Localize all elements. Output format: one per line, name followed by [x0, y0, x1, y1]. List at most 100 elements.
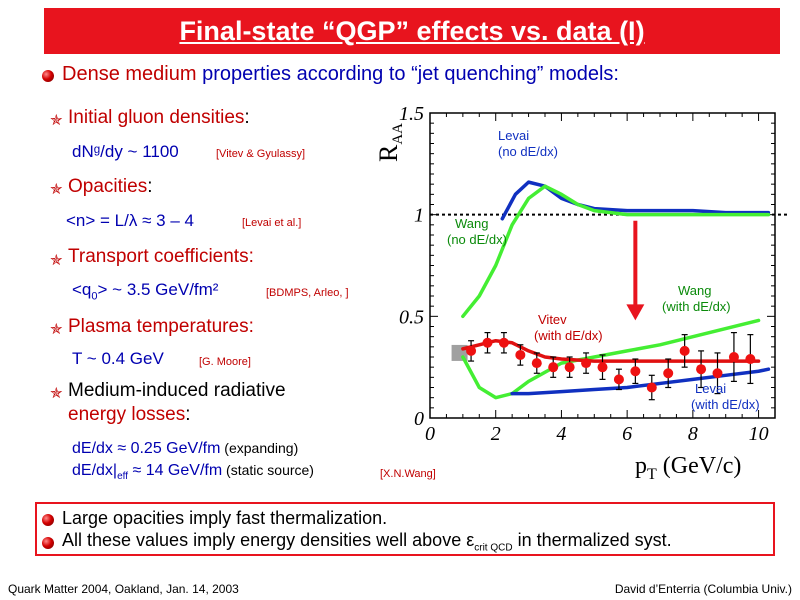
x-axis-label: pT (GeV/c)	[635, 453, 741, 483]
x-tick-label: 0	[425, 423, 435, 445]
bullet-icon	[42, 514, 54, 526]
series-curve-0	[500, 180, 771, 221]
value-part: ≈ 14 GeV/fm	[128, 462, 223, 479]
data-point	[597, 362, 608, 373]
item-reference: [X.N.Wang]	[380, 468, 436, 480]
data-point	[613, 374, 624, 385]
item-value: <q0> ~ 3.5 GeV/fm²	[72, 280, 218, 302]
data-point	[696, 364, 707, 375]
conclusion-subscript: crit QCD	[474, 542, 513, 554]
star-bullet-icon: ✯	[50, 385, 63, 402]
data-point	[498, 337, 509, 348]
conclusion-line-2: All these values imply energy densities …	[62, 530, 672, 554]
y-axis-label: RAA	[374, 123, 406, 162]
value-part: dE/dx|	[72, 462, 118, 479]
annotation-label: Wang	[455, 216, 488, 231]
data-point	[679, 345, 690, 356]
value-part: <q	[72, 280, 92, 299]
y-tick-label: 1.5	[399, 103, 424, 125]
item-label-main: Initial gluon densities	[68, 107, 245, 128]
data-point	[581, 358, 592, 369]
footer-left: Quark Matter 2004, Oakland, Jan. 14, 200…	[8, 582, 239, 596]
item-value: T ~ 0.4 GeV	[72, 349, 164, 368]
star-bullet-icon: ✯	[50, 181, 63, 198]
item-value: <n> = L/λ ≈ 3 – 4	[66, 211, 194, 230]
item-label: Transport coefficients:	[68, 246, 254, 267]
annotation-sublabel: (no dE/dx)	[498, 144, 558, 159]
annotation-sublabel: (with dE/dx)	[534, 328, 603, 343]
y-tick-label: 0.5	[399, 306, 424, 328]
annotation-sublabel: (with dE/dx)	[662, 299, 731, 314]
slide-title: Final-state “QGP” effects vs. data (I)	[179, 16, 645, 46]
intro-rest: properties according to “jet quenching” …	[196, 63, 619, 85]
x-tick-label: 4	[556, 423, 566, 445]
data-point	[531, 358, 542, 369]
data-point	[646, 382, 657, 393]
series-curve-4	[510, 367, 771, 396]
y-tick-label: 1	[414, 205, 424, 227]
data-point	[663, 368, 674, 379]
item-label: Initial gluon densities:	[68, 107, 250, 129]
value-note: (static source)	[222, 462, 314, 478]
value-note: (expanding)	[220, 440, 299, 456]
chart-axis-labels: RAA pT (GeV/c)	[374, 123, 741, 483]
item-label: Opacities:	[68, 176, 152, 198]
value-part: dE/dx ≈ 0.25 GeV/fm	[72, 440, 221, 457]
annotation-sublabel: (with dE/dx)	[691, 397, 760, 412]
star-bullet-icon: ✯	[50, 252, 63, 269]
item-value-2: dE/dx|eff ≈ 14 GeV/fm (static source)	[72, 462, 314, 482]
x-tick-label: 2	[491, 423, 501, 445]
item-label: Plasma temperatures:	[68, 316, 254, 337]
conclusion-part: in thermalized syst.	[512, 530, 672, 550]
data-point	[466, 345, 477, 356]
bullet-icon	[42, 70, 54, 82]
chart-ticks: 0 2 4 6 8 10 0 0.5 1 1.5	[399, 103, 776, 445]
item-label-main: energy losses	[68, 404, 186, 425]
x-tick-label: 6	[622, 423, 632, 445]
x-tick-label: 10	[749, 423, 769, 445]
intro-line: Dense medium properties according to “je…	[62, 63, 619, 86]
y-tick-label: 0	[414, 408, 424, 430]
bullet-icon	[42, 537, 54, 549]
data-point	[548, 362, 559, 373]
item-reference: [G. Moore]	[199, 356, 251, 368]
item-value-1: dE/dx ≈ 0.25 GeV/fm (expanding)	[72, 440, 298, 458]
chart-annotations: Levai(no dE/dx)Wang(no dE/dx)Wang(with d…	[447, 128, 760, 412]
item-label-colon: :	[244, 107, 250, 128]
data-point	[515, 349, 526, 360]
annotation-label: Vitev	[538, 312, 567, 327]
data-point	[482, 337, 493, 348]
x-tick-label: 8	[688, 423, 698, 445]
data-point	[712, 368, 723, 379]
conclusion-box	[35, 502, 775, 556]
star-bullet-icon: ✯	[50, 112, 63, 129]
downward-arrow-head	[626, 304, 645, 321]
chart-series	[451, 180, 771, 400]
data-point	[728, 352, 739, 362]
value-part: > ~ 3.5 GeV/fm²	[97, 280, 219, 299]
value-subscript: 0	[91, 290, 98, 303]
chart-data-points	[466, 220, 756, 401]
data-point	[630, 366, 641, 377]
item-reference: [Levai et al.]	[242, 217, 302, 229]
series-curve-3	[461, 338, 761, 363]
conclusion-line-1: Large opacities imply fast thermalizatio…	[62, 508, 388, 528]
item-label-colon: :	[147, 176, 153, 197]
item-reference: [Vitev & Gyulassy]	[216, 148, 306, 160]
conclusion-part: All these values imply energy densities …	[62, 530, 475, 550]
item-reference: [BDMPS, Arleo, ]	[266, 287, 349, 299]
item-label-line2: energy losses:	[68, 404, 191, 426]
annotation-sublabel: (no dE/dx)	[447, 232, 507, 247]
data-point	[745, 354, 756, 365]
series-curve-1	[461, 184, 771, 319]
item-label-colon: :	[185, 404, 191, 425]
title-bar	[44, 8, 780, 54]
annotation-label: Wang	[678, 283, 711, 298]
item-label: Medium-induced radiative	[68, 380, 286, 401]
annotation-label: Levai	[498, 128, 529, 143]
footer-right: David d’Enterria (Columbia Univ.)	[614, 582, 792, 596]
item-label-main: Opacities	[68, 176, 148, 197]
value-subscript: eff	[117, 471, 129, 483]
item-value: dNᵍ/dy ~ 1100	[72, 142, 179, 161]
